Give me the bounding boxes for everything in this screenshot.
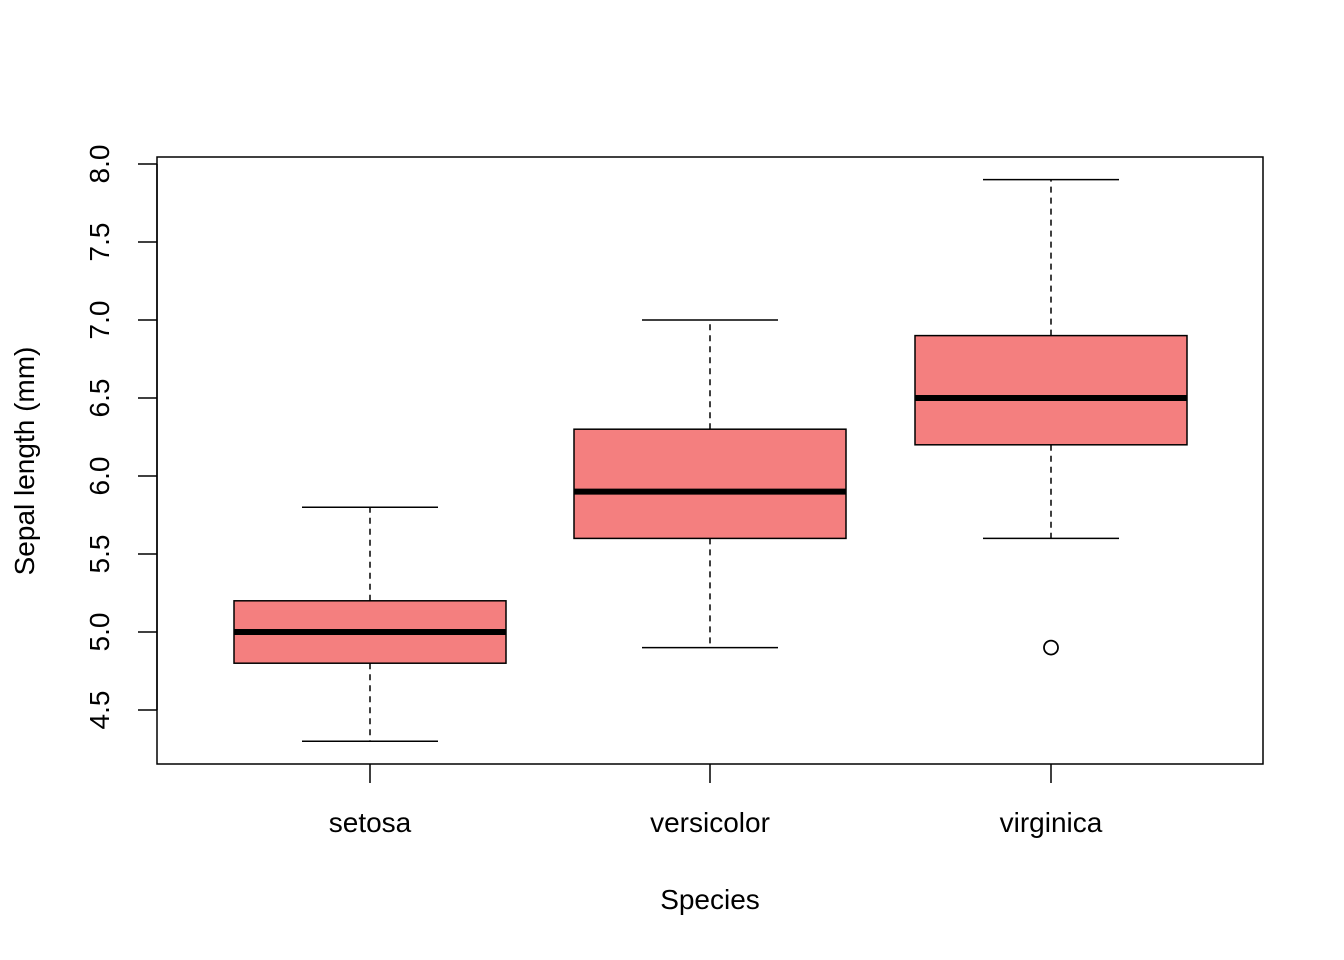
boxes-layer xyxy=(233,178,1188,742)
y-tick-label: 6.5 xyxy=(84,379,115,418)
box-group-virginica xyxy=(914,178,1188,656)
y-tick-label: 7.5 xyxy=(84,223,115,262)
y-tick-label: 6.0 xyxy=(84,457,115,496)
y-tick-label: 5.0 xyxy=(84,613,115,652)
iqr-box xyxy=(914,334,1188,446)
iqr-box xyxy=(573,428,847,540)
y-axis-label: Sepal length (mm) xyxy=(9,347,40,576)
y-tick-label: 8.0 xyxy=(84,145,115,184)
y-tick-label: 7.0 xyxy=(84,301,115,340)
x-axis-label: Species xyxy=(660,884,760,915)
y-tick-label: 5.5 xyxy=(84,535,115,574)
x-axis: setosa versicolor virginica xyxy=(329,764,1103,838)
x-tick-label: virginica xyxy=(1000,807,1103,838)
x-tick-label: versicolor xyxy=(650,807,770,838)
x-tick-label: setosa xyxy=(329,807,412,838)
box-group-versicolor xyxy=(573,319,847,649)
y-axis: 4.5 5.0 5.5 6.0 6.5 7.0 7.5 8.0 xyxy=(84,145,158,730)
outlier-point xyxy=(1043,639,1059,656)
y-tick-label: 4.5 xyxy=(84,691,115,730)
box-group-setosa xyxy=(233,506,507,742)
